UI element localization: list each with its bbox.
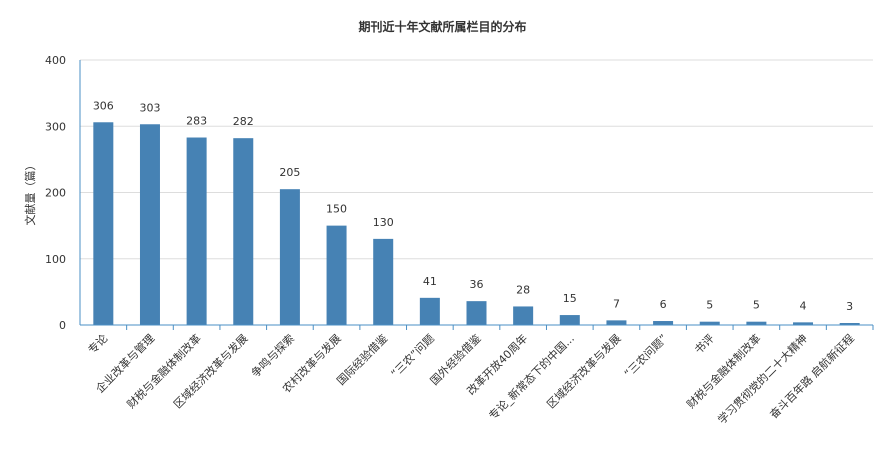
axes: [79, 60, 874, 330]
bar-value-label: 306: [93, 99, 114, 112]
bar-value-label: 5: [706, 299, 713, 312]
bar: [793, 322, 814, 325]
y-tick-label: 100: [45, 253, 66, 266]
bar: [606, 320, 627, 325]
x-category-label: “三农”问题: [388, 331, 437, 380]
y-tick-label: 300: [45, 120, 66, 133]
bar: [139, 124, 160, 325]
bar-value-label: 130: [373, 216, 394, 229]
y-tick-label: 400: [45, 54, 66, 67]
bar: [699, 321, 720, 325]
bar: [559, 315, 580, 325]
bar: [373, 238, 394, 325]
bar: [279, 189, 300, 325]
grid-lines: [80, 59, 873, 260]
bar: [466, 301, 487, 325]
bar-value-label: 282: [233, 115, 254, 128]
bar-value-label: 303: [139, 101, 160, 114]
bar-value-label: 36: [470, 278, 484, 291]
bar-value-label: 28: [516, 283, 530, 296]
y-tick-label: 200: [45, 187, 66, 200]
bar-value-label: 4: [800, 299, 807, 312]
bar-value-label: 6: [660, 298, 667, 311]
chart-title: 期刊近十年文献所属栏目的分布: [358, 20, 527, 34]
y-tick-label: 0: [59, 319, 66, 332]
bar: [746, 321, 767, 325]
bar-value-label: 5: [753, 299, 760, 312]
bar: [513, 306, 534, 325]
bar-value-label: 7: [613, 297, 620, 310]
bar: [653, 321, 674, 325]
bar-value-label: 15: [563, 292, 577, 305]
x-category-label: 专论: [85, 331, 110, 356]
bars: [93, 122, 860, 326]
bar: [233, 138, 254, 325]
x-category-label: 书评: [692, 332, 717, 357]
bar-value-label: 150: [326, 203, 347, 216]
x-category-label: 争鸣与探索: [248, 331, 297, 380]
bar-value-label: 205: [279, 166, 300, 179]
bar: [839, 323, 860, 325]
x-category-label: 奋斗百年路 启航新征程: [767, 331, 857, 421]
x-category-label: “三农问题”: [621, 331, 670, 380]
x-category-label: 专论_新常态下的中国...: [486, 331, 577, 422]
bar-value-label: 3: [846, 300, 853, 313]
bar: [93, 122, 114, 326]
y-axis-title: 文献量（篇）: [23, 160, 37, 226]
bar-value-label: 283: [186, 115, 207, 128]
x-category-label: 学习贯彻党的二十大精神: [715, 331, 810, 426]
bar-value-label: 41: [423, 275, 437, 288]
bar: [326, 225, 347, 325]
bar: [419, 297, 440, 325]
bar: [186, 137, 207, 325]
